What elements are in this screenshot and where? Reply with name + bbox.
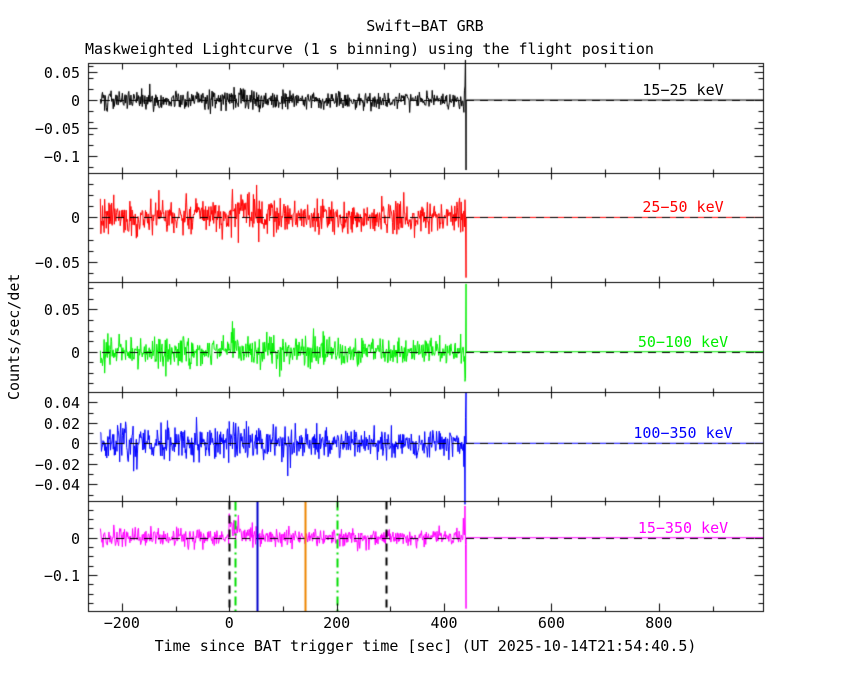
x-tick-label: 200 [323,614,351,632]
legend-15−350-keV: 15−350 keV [637,518,729,537]
y-tick-label: 0.02 [43,414,80,433]
x-tick-label: 800 [645,614,673,632]
y-tick-label: −0.1 [43,566,80,585]
legend-50−100-keV: 50−100 keV [637,332,729,351]
y-tick-label: 0 [70,434,80,453]
x-tick-label: 400 [430,614,458,632]
legend-25−50-keV: 25−50 keV [642,198,724,217]
x-tick-label: −200 [103,614,140,632]
y-tick-label: −0.04 [34,475,80,494]
y-tick-label: 0 [70,91,80,110]
figure-subtitle: Maskweighted Lightcurve (1 s binning) us… [85,40,654,58]
y-tick-label: 0.05 [43,63,80,82]
figure-title: Swift−BAT GRB [366,17,484,35]
x-tick-label: 0 [224,614,234,632]
y-tick-label: 0.04 [43,393,80,412]
x-axis-label: Time since BAT trigger time [sec] (UT 20… [154,637,697,655]
legend-15−25-keV: 15−25 keV [642,81,724,100]
y-axis-label: Counts/sec/det [5,273,23,400]
y-tick-label: 0.05 [43,300,80,319]
y-tick-label: −0.02 [34,455,80,474]
y-tick-label: −0.05 [34,253,80,272]
legend-100−350-keV: 100−350 keV [633,424,733,443]
y-tick-label: 0 [70,208,80,227]
y-tick-label: 0 [70,343,80,362]
y-tick-label: 0 [70,529,80,548]
y-tick-label: −0.1 [43,147,80,166]
x-tick-label: 600 [537,614,565,632]
y-tick-label: −0.05 [34,119,80,138]
